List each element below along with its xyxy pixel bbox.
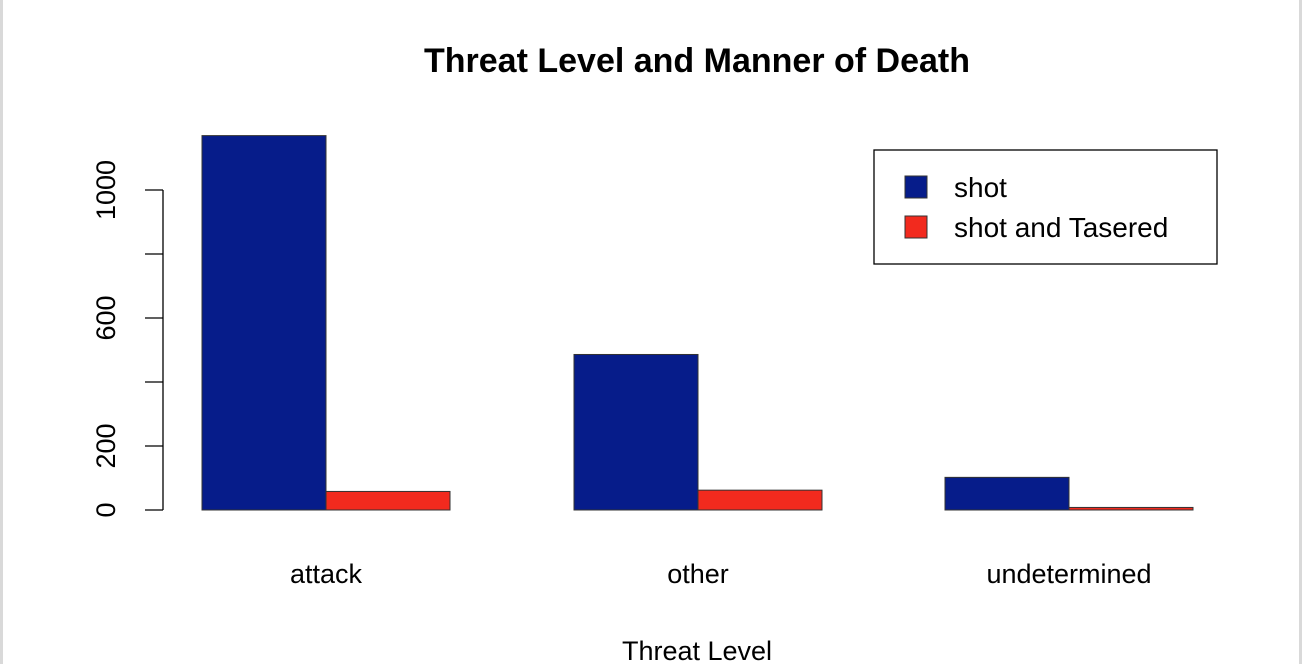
x-tick-label: attack [290, 559, 363, 589]
y-tick-label: 1000 [91, 160, 121, 220]
x-axis-labels: attack other undetermined [290, 559, 1152, 589]
bar-attack-shot-and-tasered [325, 490, 451, 511]
chart-title: Threat Level and Manner of Death [424, 42, 970, 80]
x-axis-title: Threat Level [622, 636, 772, 664]
legend-label: shot and Tasered [954, 212, 1168, 243]
legend-swatch [904, 215, 928, 239]
bar-undetermined-shot [944, 476, 1070, 511]
bars-group [201, 135, 1194, 511]
bar-other-shot [573, 353, 699, 511]
x-tick-label: undetermined [986, 559, 1151, 589]
legend: shot shot and Tasered [873, 149, 1218, 265]
bar-undetermined-shot-and-tasered [1068, 506, 1194, 511]
y-axis: 0 200 600 1000 [91, 160, 164, 518]
bar-chart: Threat Level and Manner of Death 0 200 600… [91, 42, 1218, 664]
bar-other-shot-and-tasered [697, 489, 823, 511]
legend-label: shot [954, 172, 1007, 203]
y-tick-label: 600 [91, 295, 121, 340]
x-tick-label: other [667, 559, 729, 589]
bar-attack-shot [201, 135, 327, 511]
y-tick-label: 200 [91, 423, 121, 468]
y-tick-label: 0 [91, 502, 121, 517]
legend-swatch [904, 175, 928, 199]
legend-box [873, 149, 1218, 265]
